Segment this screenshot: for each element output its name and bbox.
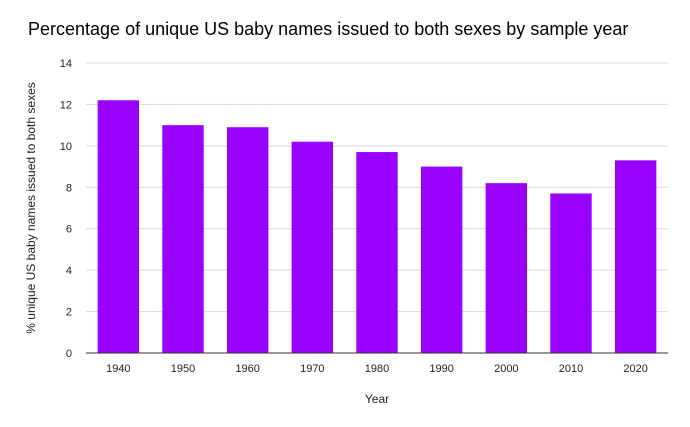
- y-tick-label: 4: [66, 265, 72, 277]
- bar-1980: [356, 152, 398, 353]
- x-axis-label: Year: [365, 392, 389, 406]
- x-tick-label: 1940: [106, 363, 130, 375]
- x-tick-label: 2020: [623, 363, 647, 375]
- x-tick-label: 2000: [494, 363, 518, 375]
- bars: [97, 100, 657, 354]
- x-tick-label: 1950: [171, 363, 195, 375]
- y-tick-label: 10: [60, 141, 72, 153]
- bar-1990: [420, 166, 463, 353]
- x-tick-label: 1960: [235, 363, 259, 375]
- y-tick-label: 8: [66, 182, 72, 194]
- y-tick-label: 0: [66, 348, 72, 360]
- x-tick-label: 1970: [300, 363, 324, 375]
- chart-title: Percentage of unique US baby names issue…: [28, 19, 629, 39]
- x-tick-label: 1990: [429, 363, 453, 375]
- bar-1970: [291, 141, 334, 353]
- bar-1950: [162, 125, 204, 354]
- bar-2020: [614, 160, 657, 353]
- y-axis-label: % unique US baby names issued to both se…: [24, 82, 38, 333]
- bar-2000: [485, 183, 528, 353]
- bar-1940: [97, 100, 140, 354]
- y-tick-label: 2: [66, 307, 72, 319]
- bar-1960: [226, 127, 269, 353]
- y-tick-label: 6: [66, 224, 72, 236]
- y-tick-label: 12: [60, 99, 72, 111]
- x-tick-label: 2010: [559, 363, 583, 375]
- y-tick-label: 14: [60, 58, 72, 70]
- y-tick-labels: 0 2 4 6 8 10 12 14: [60, 58, 72, 360]
- bar-2010: [550, 193, 592, 353]
- x-tick-labels: 1940 1950 1960 1970 1980 1990 2000 2010 2020: [106, 363, 648, 375]
- x-tick-label: 1980: [365, 363, 389, 375]
